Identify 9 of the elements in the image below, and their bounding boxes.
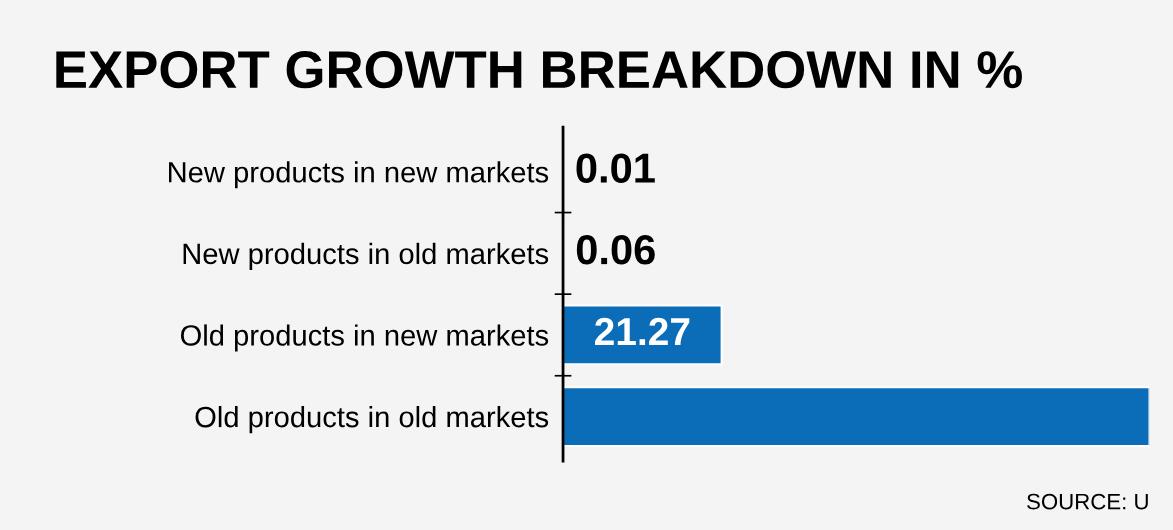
data-label: 21.27 [595,317,690,346]
y-tick-label: Old products in old markets [195,405,549,434]
y-tick-label: Old products in new markets [180,324,549,352]
data-label: 0.06 [576,235,655,265]
data-label: 0.01 [576,153,655,183]
y-tick-label: New products in new markets [169,161,549,189]
y-tick-label: New products in old markets [183,242,549,270]
chart-title: EXPORT GROWTH BREAKDOWN IN % [56,50,1022,89]
source-note: SOURCE: U [1027,493,1148,510]
